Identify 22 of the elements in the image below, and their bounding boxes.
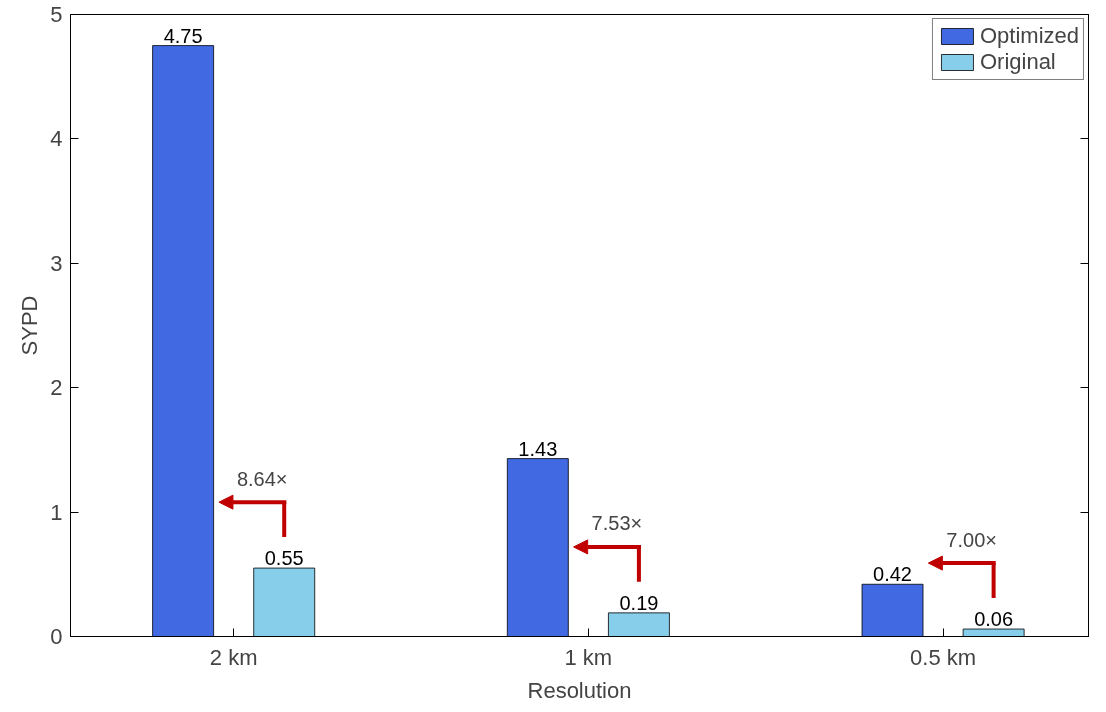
annotation: 8.64× xyxy=(236,467,288,490)
annotation: 7.53× xyxy=(591,512,643,535)
y-axis-title: SYPD xyxy=(17,295,43,356)
data-label: 0.06 xyxy=(974,608,1014,631)
y-tick-label: 5 xyxy=(50,2,63,27)
x-axis-title: Resolution xyxy=(527,677,632,703)
data-label: 4.75 xyxy=(163,24,203,47)
legend-label: Optimized xyxy=(979,23,1079,49)
x-tick-label: 0.5 km xyxy=(910,644,977,670)
y-tick-label: 0 xyxy=(50,624,63,649)
y-tick-label: 1 xyxy=(50,499,63,525)
x-tick-label: 1 km xyxy=(564,644,613,670)
data-label: 0.19 xyxy=(619,591,659,614)
y-tick-label: 2 xyxy=(50,375,63,401)
data-label: 0.55 xyxy=(264,547,304,570)
annotation: 7.00× xyxy=(946,528,997,551)
y-tick-label: 3 xyxy=(50,250,63,276)
legend-label: Original xyxy=(979,49,1056,75)
x-tick-label: 2 km xyxy=(209,644,258,670)
y-tick-label: 4 xyxy=(50,126,63,152)
data-label: 0.42 xyxy=(873,563,912,586)
data-label: 1.43 xyxy=(518,437,558,460)
